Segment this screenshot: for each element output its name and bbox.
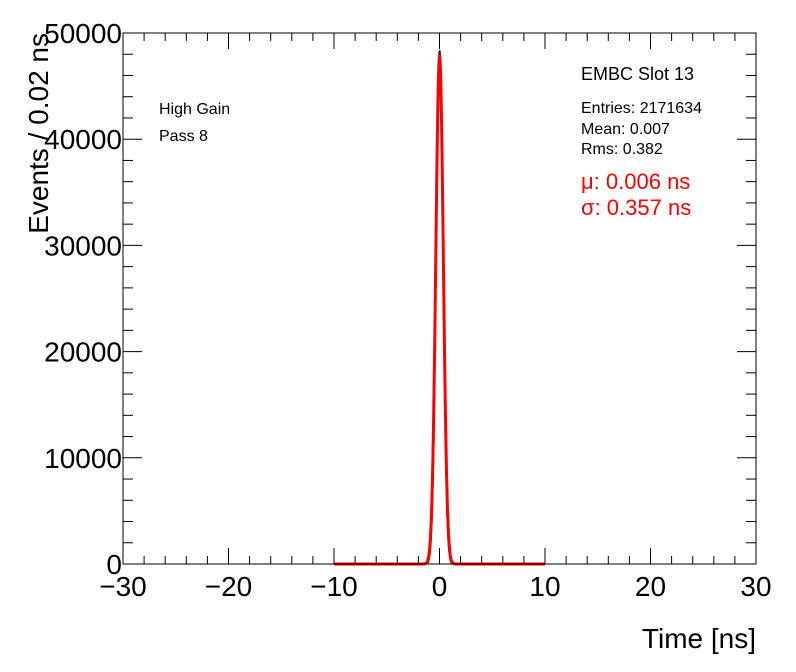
histogram-outline [418, 50, 461, 565]
stats-box: EMBC Slot 13 Entries: 2171634 Mean: 0.00… [581, 64, 702, 220]
fit-sigma: σ: 0.357 ns [581, 195, 691, 220]
y-tick-label: 40000 [44, 124, 122, 155]
x-axis-title: Time [ns] [642, 623, 756, 654]
y-tick-label: 20000 [44, 337, 122, 368]
x-tick-labels: −30 −20 −10 0 10 20 30 [99, 571, 771, 602]
fit-mu: μ: 0.006 ns [581, 169, 690, 194]
gaussian-fit-curve [334, 54, 545, 566]
x-tick-label: 10 [529, 571, 560, 602]
x-tick-label: 30 [740, 571, 771, 602]
x-tick-label: −10 [310, 571, 358, 602]
x-tick-label: −20 [205, 571, 253, 602]
plot-frame [122, 32, 757, 565]
gain-label: High Gain [159, 101, 230, 118]
y-tick-label: 50000 [44, 18, 122, 49]
stats-entries: Entries: 2171634 [581, 100, 702, 117]
y-tick-label: 0 [106, 549, 122, 580]
y-tick-label: 10000 [44, 443, 122, 474]
stats-title: EMBC Slot 13 [581, 64, 694, 84]
left-annotations: High Gain Pass 8 [159, 101, 230, 145]
minor-ticks [123, 33, 756, 564]
x-tick-label: 0 [432, 571, 448, 602]
stats-rms: Rms: 0.382 [581, 141, 663, 158]
y-axis-title: Events / 0.02 ns [23, 33, 54, 234]
y-tick-labels: 0 10000 20000 30000 40000 50000 [44, 18, 122, 580]
stats-mean: Mean: 0.007 [581, 121, 670, 138]
x-tick-label: −30 [99, 571, 147, 602]
y-tick-label: 30000 [44, 230, 122, 261]
x-tick-label: 20 [635, 571, 666, 602]
pass-label: Pass 8 [159, 128, 208, 145]
histogram-layer [418, 50, 461, 565]
fit-layer [334, 54, 545, 566]
